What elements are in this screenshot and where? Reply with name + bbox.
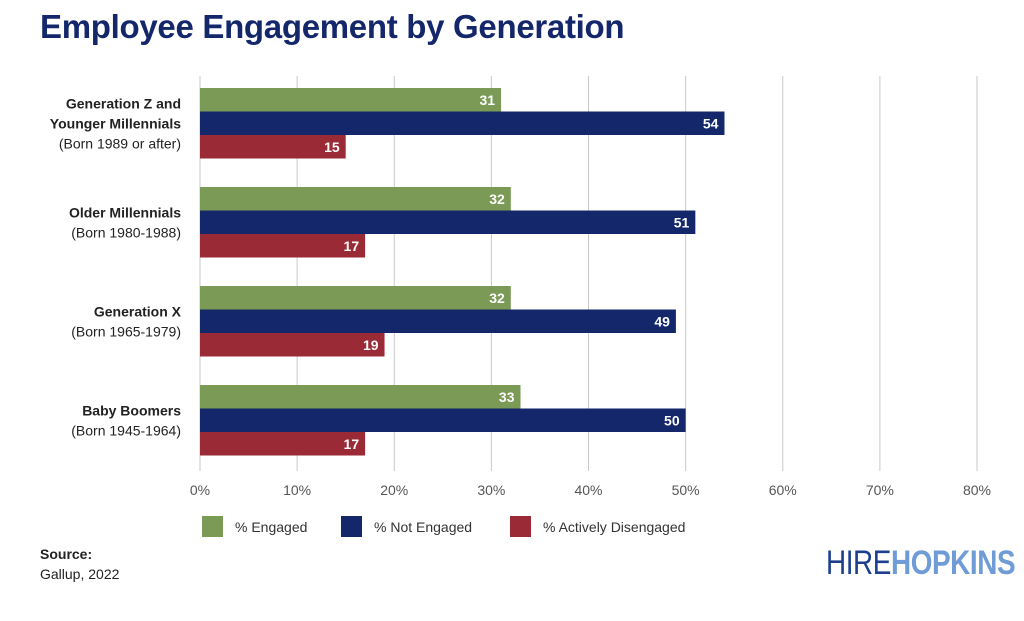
bar [200, 432, 366, 456]
x-tick-label: 50% [672, 482, 700, 498]
x-tick-label: 0% [190, 482, 210, 498]
category-label: Older Millennials [69, 204, 181, 220]
hire-hopkins-logo: HIREHOPKINS [826, 544, 1016, 582]
category-label: Younger Millennials [50, 115, 181, 131]
data-label: 17 [344, 238, 360, 254]
legend-label: % Not Engaged [374, 519, 472, 535]
data-label: 51 [674, 214, 690, 230]
category-sublabel: (Born 1945-1964) [71, 422, 181, 438]
category-sublabel: (Born 1965-1979) [71, 323, 181, 339]
data-label: 32 [489, 191, 505, 207]
data-label: 33 [499, 389, 515, 405]
category-label: Baby Boomers [82, 402, 181, 418]
chart-title: Employee Engagement by Generation [40, 8, 625, 45]
bar [200, 408, 686, 432]
bar [200, 309, 676, 333]
bar [200, 135, 346, 159]
x-tick-label: 80% [963, 482, 991, 498]
bar [200, 88, 502, 112]
data-label: 15 [324, 139, 340, 155]
x-tick-label: 70% [866, 482, 894, 498]
bar [200, 385, 521, 409]
x-tick-label: 60% [769, 482, 797, 498]
bar [200, 234, 366, 258]
category-label: Generation Z and [66, 95, 181, 111]
bar [200, 333, 385, 357]
legend-swatch [202, 516, 223, 537]
data-label: 32 [489, 290, 505, 306]
data-label: 54 [703, 115, 719, 131]
source-note: Source: Gallup, 2022 [40, 546, 119, 582]
bar [200, 111, 725, 135]
bar [200, 286, 511, 310]
x-tick-label: 30% [477, 482, 505, 498]
logo-part-hopkins: HOPKINS [890, 544, 1016, 582]
legend-swatch [510, 516, 531, 537]
legend-label: % Actively Disengaged [543, 519, 685, 535]
source-text: Gallup, 2022 [40, 566, 120, 582]
source-label: Source: [40, 546, 93, 562]
category-sublabel: (Born 1980-1988) [71, 224, 181, 240]
x-tick-label: 20% [380, 482, 408, 498]
legend-swatch [341, 516, 362, 537]
legend-label: % Engaged [235, 519, 307, 535]
data-label: 49 [654, 313, 670, 329]
data-label: 17 [344, 436, 360, 452]
data-label: 50 [664, 412, 680, 428]
x-tick-label: 10% [283, 482, 311, 498]
x-tick-label: 40% [574, 482, 602, 498]
bar [200, 187, 511, 211]
bar [200, 210, 696, 234]
data-label: 31 [480, 92, 496, 108]
category-sublabel: (Born 1989 or after) [59, 135, 181, 151]
data-label: 19 [363, 337, 379, 353]
logo-part-hire: HIRE [826, 544, 891, 582]
category-label: Generation X [94, 303, 182, 319]
